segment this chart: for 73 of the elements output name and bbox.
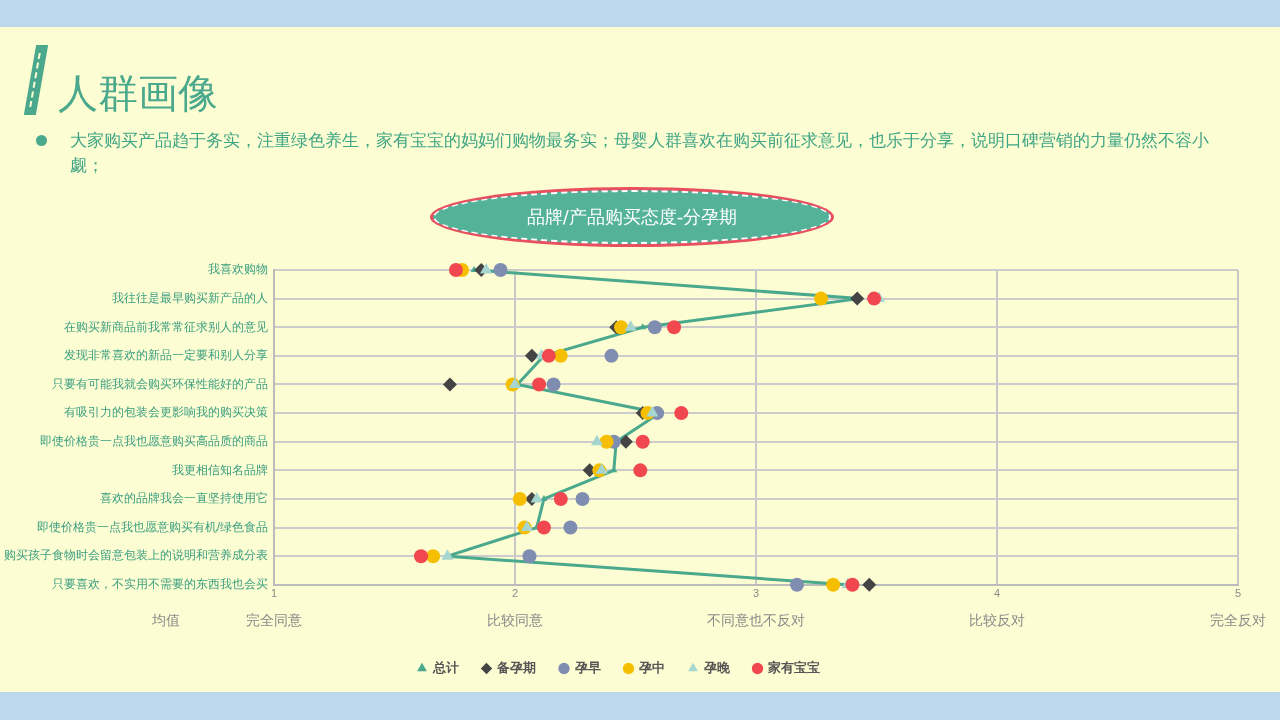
point [426,549,441,564]
y-tick-label: 在购买新商品前我常常征求别人的意见 [64,319,268,334]
point [604,348,619,363]
y-tick-label: 我喜欢购物 [208,262,268,277]
x-tick-label: 5 [1234,587,1242,600]
point [614,320,629,335]
legend-label: 总计 [431,660,459,676]
y-tick-label: 我更相信知名品牌 [172,462,268,477]
legend-label: 家有宝宝 [767,660,820,676]
legend-label: 孕中 [638,660,665,676]
y-tick-label: 即使价格贵一点我也愿意购买有机/绿色食品 [36,519,268,534]
point [546,377,561,392]
point [493,263,508,277]
point [563,520,578,535]
point [508,377,522,388]
point [442,377,457,392]
point [814,291,829,306]
point [448,263,463,277]
point [867,291,882,306]
point [862,577,877,592]
y-tick-label: 喜欢的品牌我会一直坚持使用它 [100,491,268,506]
point [595,463,608,474]
text: 人群画像 [58,69,218,118]
chart-subtitle: 大家购买产品趋于务实，注重绿色养生，家有宝宝的妈妈们购物最务实；母婴人群喜欢在购买前征求意见，也乐于分享，说明口碑营销的力量仍然不容小觑； [70,129,1210,177]
x-tick-label: 2 [511,587,519,600]
point [639,323,647,330]
point [646,406,659,417]
x-tick-label: 4 [993,587,1001,600]
point [553,491,568,506]
point [512,491,527,506]
text: 不同意也不反对 [707,612,805,629]
point [599,434,614,449]
point [667,320,682,335]
point [541,348,556,363]
point [624,320,637,331]
point [635,434,650,449]
text: 比较同意 [487,612,543,629]
point [618,434,633,449]
point [590,434,603,446]
point [553,348,568,363]
point [633,463,648,478]
point [530,491,543,503]
text: 完全反对 [1210,612,1266,629]
point [522,549,537,564]
y-tick-label: 我往往是最早购买新产品的人 [112,290,268,305]
point [414,549,429,564]
point [647,320,662,335]
y-tick-label: 只要喜欢，不实用不需要的东西我也会买 [52,577,268,592]
point [524,348,539,363]
legend-label: 备孕期 [496,660,536,676]
y-tick-label: 发现非常喜欢的新品一定要和别人分享 [64,348,268,363]
point [674,406,689,421]
x-tick-label: 1 [270,587,278,600]
x-axis-title: 均值 [151,612,180,629]
point [540,494,548,501]
text: 完全同意 [246,612,302,629]
point [536,520,551,535]
legend-label: 孕早 [573,660,601,676]
point [850,291,865,306]
point [480,263,493,274]
chart-title: 品牌/产品购买态度-分孕期 [433,190,831,244]
point [575,491,590,506]
point [826,577,841,592]
legend-label: 孕晚 [702,660,731,676]
point [789,577,804,592]
y-tick-label: 即使价格贵一点我也愿意购买高品质的商品 [40,434,268,449]
y-tick-label: 有吸引力的包装会更影响我的购买决策 [64,405,268,420]
point [845,577,860,592]
y-tick-label: 只要有可能我就会购买环保性能好的产品 [52,376,268,391]
text: 比较反对 [969,612,1025,629]
x-tick-label: 3 [752,587,760,600]
y-tick-label: 购买孩子食物时会留意包装上的说明和营养成分表 [4,548,268,563]
point [532,377,547,392]
